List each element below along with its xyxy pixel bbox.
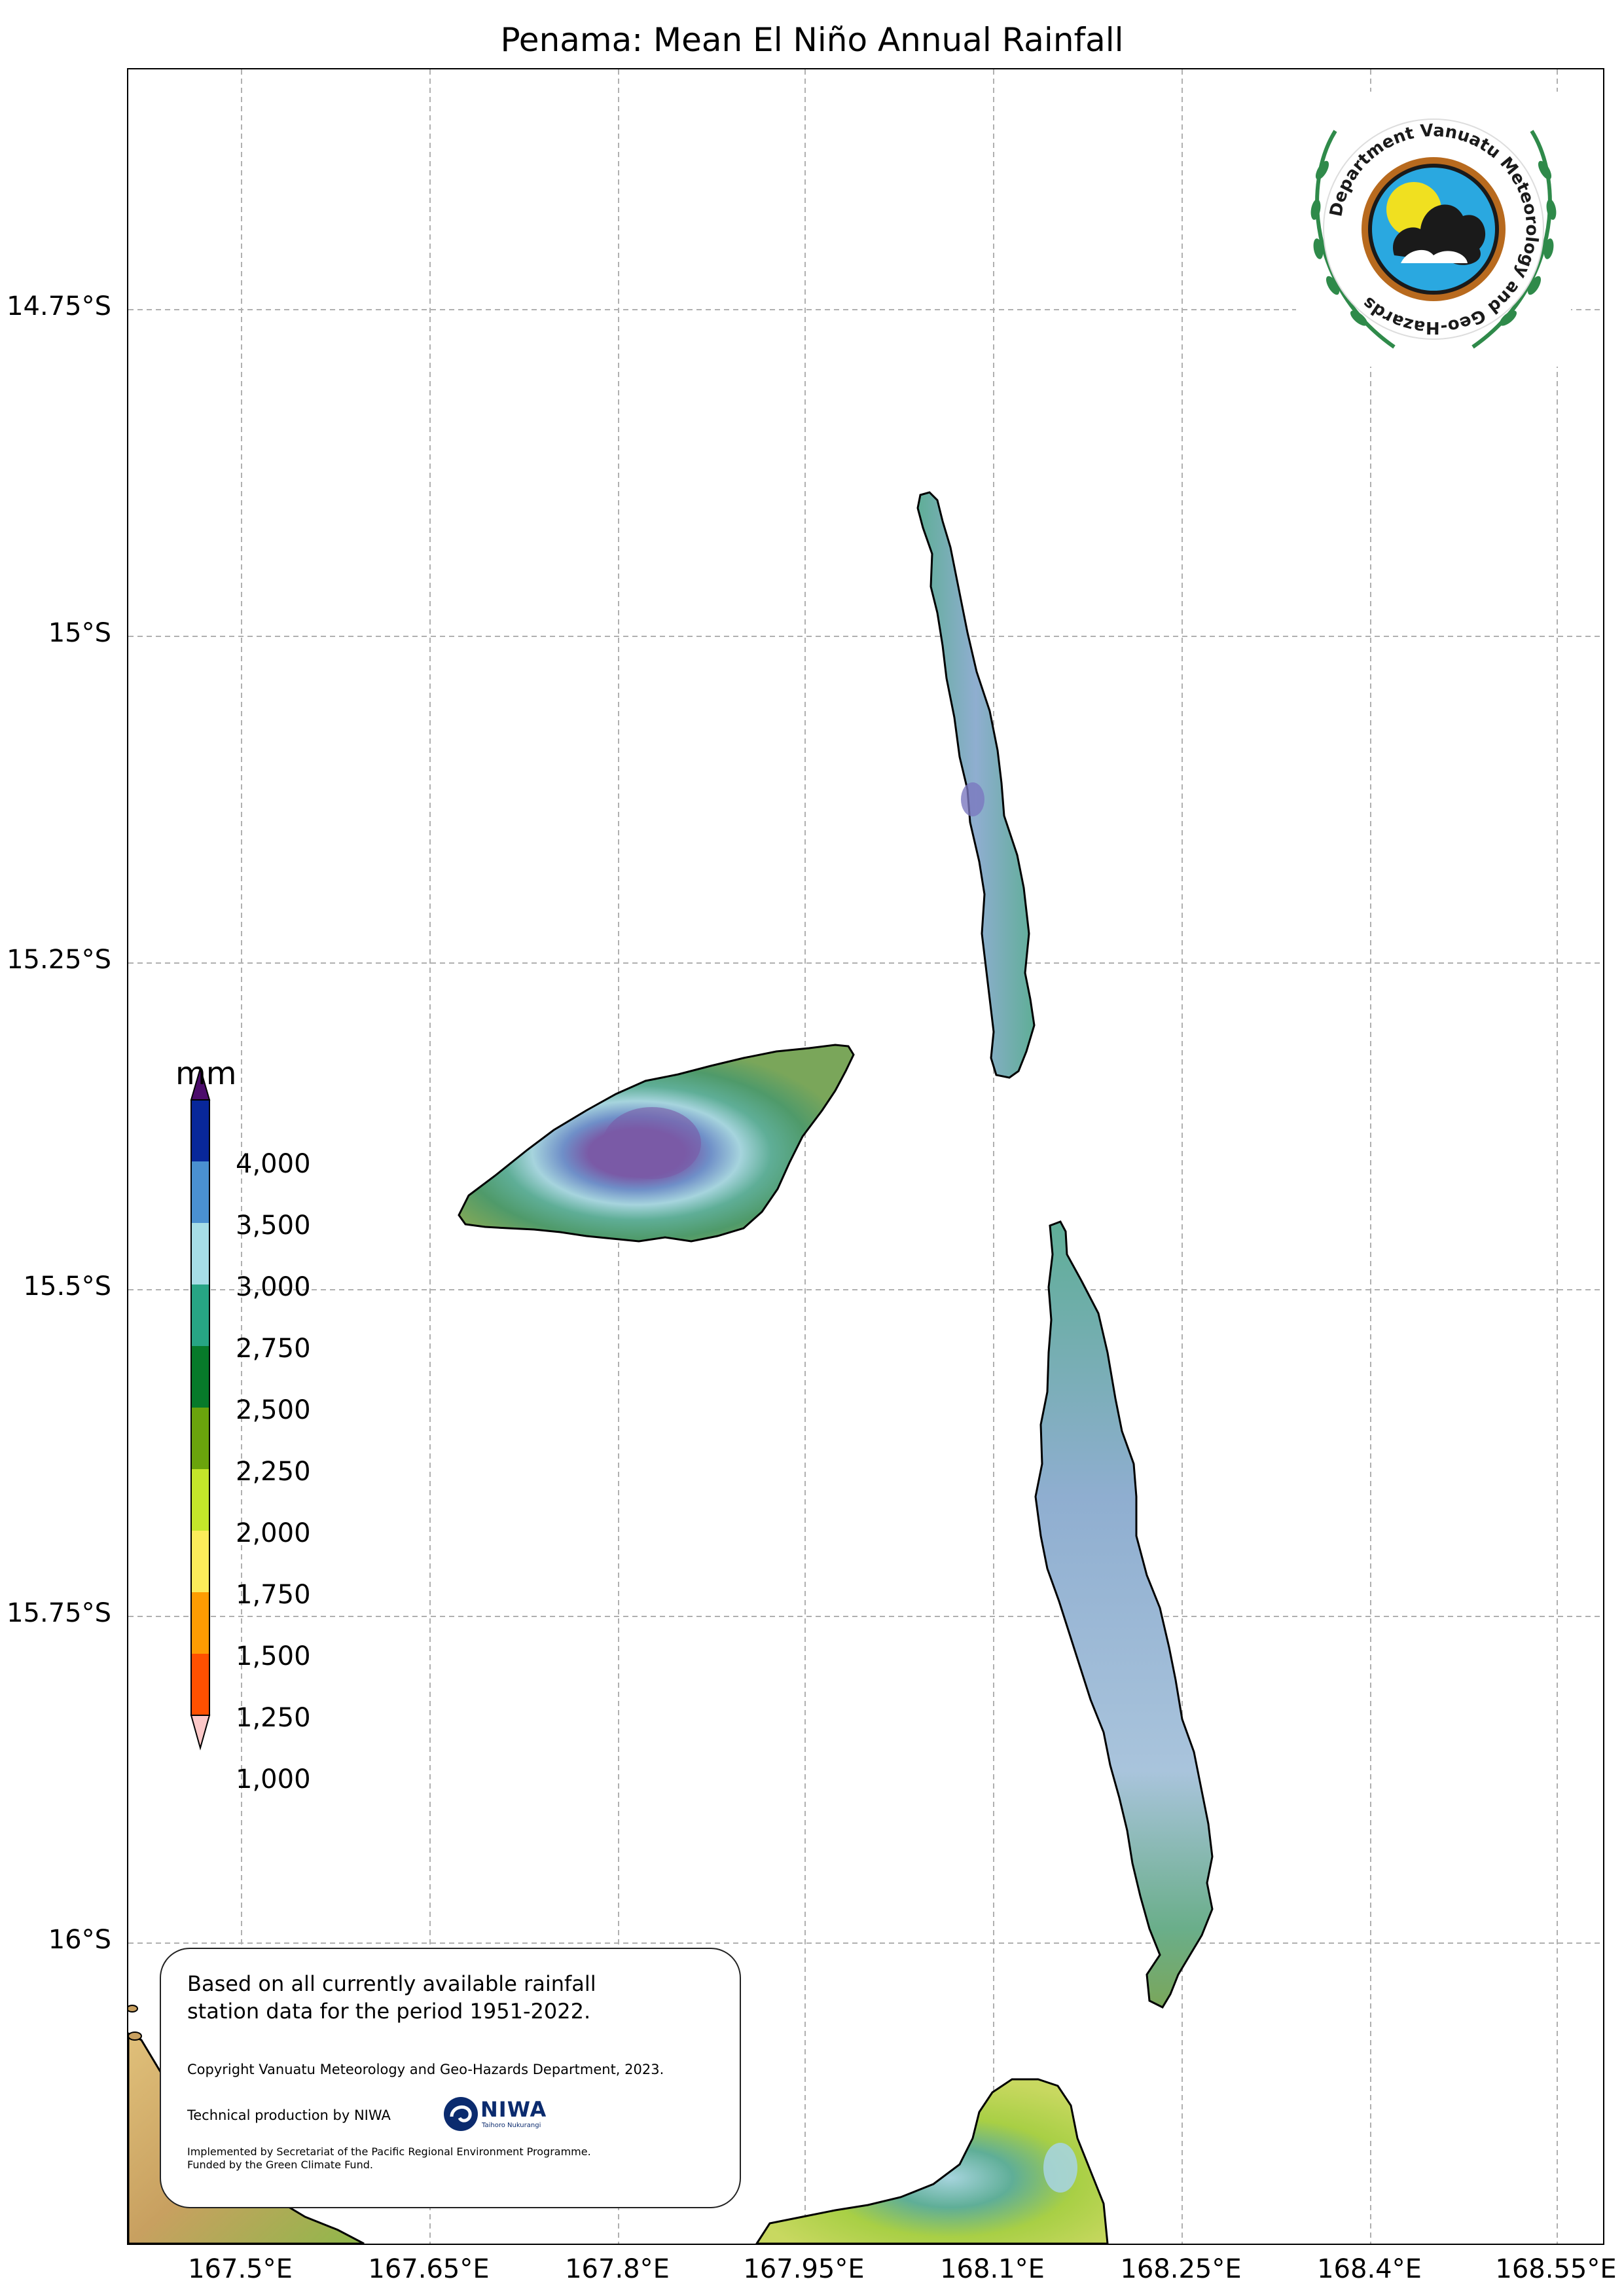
x-tick-label: 168.4°E bbox=[1317, 2254, 1422, 2284]
colorbar-band bbox=[191, 1592, 209, 1654]
island-pentecost[interactable] bbox=[1034, 1220, 1214, 2009]
x-tick-label: 167.65°E bbox=[368, 2254, 490, 2284]
islet bbox=[128, 2005, 138, 2013]
x-tick-label: 168.25°E bbox=[1120, 2254, 1242, 2284]
y-tick-label: 14.75°S bbox=[7, 291, 111, 321]
y-tick-label: 15.25°S bbox=[7, 945, 111, 975]
colorbar-label: 2,750 bbox=[236, 1334, 311, 1364]
niwa-name: NIWA bbox=[480, 2097, 547, 2122]
graticule bbox=[128, 69, 1603, 2244]
colorbar-band bbox=[191, 1408, 209, 1469]
colorbar-band bbox=[191, 1469, 209, 1531]
implementation-credit: Implemented by Secretariat of the Pacifi… bbox=[187, 2145, 591, 2171]
islet bbox=[128, 2032, 142, 2041]
y-tick-label: 16°S bbox=[48, 1925, 111, 1955]
map-area[interactable] bbox=[127, 68, 1604, 2245]
cloud-icon bbox=[1393, 204, 1486, 265]
colorbar-label: 2,500 bbox=[236, 1395, 311, 1425]
colorbar-label: 1,250 bbox=[236, 1703, 311, 1733]
ambae-crater-zone bbox=[603, 1107, 701, 1179]
colorbar-label: 4,000 bbox=[236, 1149, 311, 1179]
colorbar-label: 3,000 bbox=[236, 1272, 311, 1302]
technical-credit: Technical production by NIWA bbox=[187, 2107, 391, 2123]
maewo-peak bbox=[961, 782, 984, 816]
niwa-swirl-icon bbox=[444, 2097, 478, 2131]
vmgd-logo: Department Vanuatu Meteorology and Geo-H… bbox=[1296, 92, 1571, 367]
colorbar bbox=[190, 1066, 211, 1751]
y-tick-label: 15.75°S bbox=[7, 1598, 111, 1628]
y-tick-label: 15.5°S bbox=[23, 1271, 111, 1302]
colorbar-label: 2,250 bbox=[236, 1457, 311, 1487]
colorbar-unit: mm bbox=[175, 1055, 237, 1092]
colorbar-label: 2,000 bbox=[236, 1518, 311, 1548]
y-tick-label: 15°S bbox=[48, 618, 111, 648]
niwa-subtitle: Taihoro Nukurangi bbox=[482, 2122, 541, 2129]
colorbar-band bbox=[191, 1161, 209, 1223]
copyright-text: Copyright Vanuatu Meteorology and Geo-Ha… bbox=[187, 2062, 664, 2077]
island-ambrym[interactable] bbox=[755, 2078, 1109, 2244]
laurel-leaves-icon bbox=[1310, 160, 1557, 326]
ambrym-summit bbox=[1043, 2143, 1077, 2193]
colorbar-label: 1,500 bbox=[236, 1641, 311, 1671]
colorbar-label: 1,000 bbox=[236, 1764, 311, 1795]
colorbar-band bbox=[191, 1531, 209, 1592]
x-tick-label: 167.5°E bbox=[188, 2254, 293, 2284]
colorbar-band bbox=[191, 1346, 209, 1408]
colorbar-band bbox=[191, 1223, 209, 1285]
map-canvas bbox=[128, 69, 1603, 2244]
x-tick-label: 167.8°E bbox=[565, 2254, 670, 2284]
info-box: Based on all currently available rainfal… bbox=[160, 1948, 741, 2208]
x-tick-label: 168.55°E bbox=[1495, 2254, 1617, 2284]
x-tick-label: 167.95°E bbox=[743, 2254, 865, 2284]
niwa-logo: NIWA Taihoro Nukurangi bbox=[442, 2093, 560, 2139]
colorbar-label: 3,500 bbox=[236, 1211, 311, 1241]
colorbar-extend-min bbox=[190, 1715, 211, 1751]
colorbar-band bbox=[191, 1100, 209, 1161]
map-title: Penama: Mean El Niño Annual Rainfall bbox=[500, 21, 1124, 59]
colorbar-band bbox=[191, 1285, 209, 1346]
colorbar-band bbox=[191, 1654, 209, 1715]
colorbar-label: 1,750 bbox=[236, 1580, 311, 1610]
data-note: Based on all currently available rainfal… bbox=[187, 1971, 596, 2024]
x-tick-label: 168.1°E bbox=[940, 2254, 1045, 2284]
